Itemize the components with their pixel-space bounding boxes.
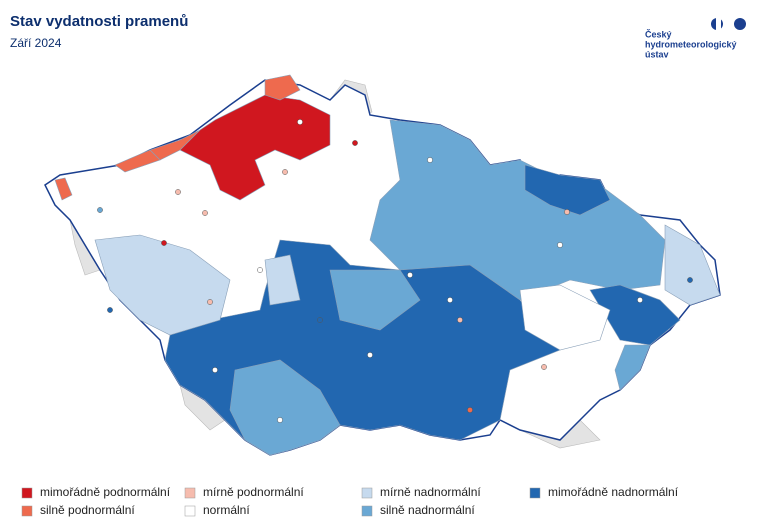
region bbox=[229, 359, 341, 456]
region bbox=[54, 177, 73, 201]
station bbox=[407, 272, 413, 278]
legend-swatch bbox=[361, 487, 373, 499]
station bbox=[367, 352, 373, 358]
station bbox=[282, 169, 288, 175]
station bbox=[564, 209, 570, 215]
station bbox=[541, 364, 547, 370]
legend-swatch bbox=[21, 505, 33, 517]
station bbox=[352, 140, 358, 146]
station bbox=[557, 242, 563, 248]
region bbox=[114, 149, 161, 173]
logo-text: ústav bbox=[645, 49, 669, 59]
title: Stav vydatnosti pramenů bbox=[10, 13, 188, 30]
legend-label: silně podnormální bbox=[40, 503, 135, 517]
legend-label: mimořádně podnormální bbox=[40, 485, 171, 499]
station bbox=[107, 307, 113, 313]
station bbox=[257, 267, 263, 273]
region bbox=[519, 284, 611, 351]
stations bbox=[97, 119, 693, 423]
station bbox=[427, 157, 433, 163]
station bbox=[202, 210, 208, 216]
station bbox=[207, 299, 213, 305]
region bbox=[524, 164, 611, 216]
region bbox=[179, 94, 331, 201]
logo-text: Český bbox=[645, 28, 672, 39]
logo: Český hydrometeorologický ústav bbox=[645, 18, 746, 59]
legend-label: mírně podnormální bbox=[203, 485, 304, 499]
logo-text: hydrometeorologický bbox=[645, 39, 737, 49]
legend-label: mimořádně nadnormální bbox=[548, 485, 679, 499]
station bbox=[97, 207, 103, 213]
region bbox=[614, 344, 651, 391]
station bbox=[637, 297, 643, 303]
legend-label: mírně nadnormální bbox=[380, 485, 481, 499]
station bbox=[467, 407, 473, 413]
station bbox=[457, 317, 463, 323]
station bbox=[277, 417, 283, 423]
station bbox=[687, 277, 693, 283]
legend-swatch bbox=[184, 505, 196, 517]
subtitle: Září 2024 bbox=[10, 36, 62, 50]
station bbox=[212, 367, 218, 373]
region bbox=[264, 254, 301, 306]
logo-icon bbox=[716, 18, 721, 30]
legend: mimořádně podnormální silně podnormální mí… bbox=[21, 485, 679, 517]
region bbox=[369, 119, 666, 301]
region bbox=[589, 284, 681, 346]
legend-swatch bbox=[184, 487, 196, 499]
station bbox=[297, 119, 303, 125]
legend-swatch bbox=[529, 487, 541, 499]
legend-swatch bbox=[361, 505, 373, 517]
station bbox=[447, 297, 453, 303]
region bbox=[264, 74, 301, 101]
region bbox=[664, 224, 721, 306]
station bbox=[317, 317, 323, 323]
legend-label: silně nadnormální bbox=[380, 503, 475, 517]
station bbox=[175, 189, 181, 195]
map bbox=[44, 74, 721, 456]
legend-swatch bbox=[21, 487, 33, 499]
logo-icon bbox=[734, 18, 746, 30]
region bbox=[329, 269, 421, 331]
station bbox=[161, 240, 167, 246]
legend-label: normální bbox=[203, 503, 250, 517]
region bbox=[94, 234, 231, 336]
